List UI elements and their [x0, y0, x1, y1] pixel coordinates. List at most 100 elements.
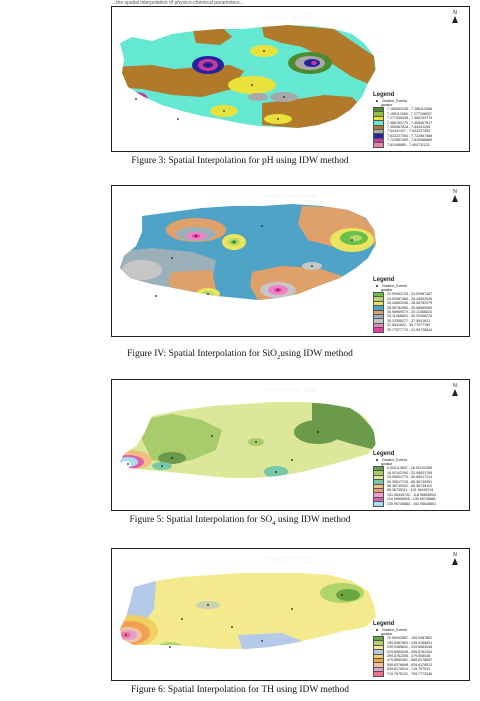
legend-swatch: [373, 327, 384, 333]
legend-class-label: 7.277036538 - 7.366763774: [387, 116, 433, 121]
north-arrow-icon: N: [451, 11, 459, 25]
legend-class-row: 719.7975131 - 799.7773346: [373, 671, 465, 677]
map-legend: Legend Gwalior_Events gwalior 0.00011453…: [373, 451, 465, 507]
ph-idw-map: [112, 7, 469, 151]
legend-points-label: Gwalior_Events: [382, 99, 408, 104]
figure-caption: Figure IV: Spatial Interpolation for SiO…: [0, 348, 480, 364]
legend-class-label: 479.8580481 - 559.8378697: [387, 658, 433, 663]
legend-title: Legend: [373, 451, 395, 458]
sio2-idw-map: [112, 186, 469, 336]
legend-field-label: gwalior: [381, 103, 393, 108]
legend-class-list: 79.95943987 - 159.9387662 159.9387663 - 2…: [373, 635, 465, 677]
north-letter: N: [453, 10, 457, 16]
legend-class-label: 135.95745882 - 152.95638851: [387, 501, 437, 506]
legend-points-entry: Gwalior_Events: [373, 458, 465, 462]
legend-class-label: 79.95943987 - 159.9387662: [387, 636, 433, 641]
map-panel-so4: Gwalior-SO4 IDW N Legend Gwalior_Events …: [111, 379, 470, 511]
legend-class-label: 7.722867469 - 7.810986889: [387, 138, 433, 143]
north-arrow-icon: N: [451, 553, 459, 567]
legend-title: Legend: [373, 621, 395, 628]
figure-caption: Figure 6: Spatial Interpolation for TH u…: [130, 685, 350, 695]
legend-class-list: 7.185263245 - 7.185113388 7.185113389 - 7…: [373, 106, 465, 148]
legend-class-label: 33.95831770 - 50.90617214: [387, 475, 433, 480]
legend-points-label: Gwalior_Events: [382, 628, 408, 633]
legend-field-label: gwalior: [381, 288, 393, 293]
north-letter: N: [453, 189, 457, 195]
map-legend: Legend Gwalior_Events gwalior 22.9936374…: [373, 277, 465, 333]
legend-class-label: 30.98969070 - 33.11066823: [387, 310, 432, 315]
legend-class-label: 33.11066824 - 35.33356276: [387, 314, 432, 319]
point-marker-icon: [376, 459, 378, 462]
legend-swatch: [373, 671, 384, 677]
figure-caption: Figure 5: Spatial Interpolation for SO4 …: [0, 514, 480, 530]
legend-class-label: 319.8984049 - 399.8782264: [387, 649, 433, 654]
caption-text-post: using IDW method: [280, 349, 353, 359]
north-letter: N: [453, 552, 457, 558]
legend-class-label: 7.54441207 - 7.633237353: [387, 129, 431, 134]
legend-class-label: 7.366763775 - 7.455467817: [387, 120, 433, 125]
map-title: Gwalior-pH IDW: [267, 15, 314, 21]
legend-class-label: 7.185263245 - 7.185113388: [387, 107, 432, 112]
legend-class-label: 39.77577770 - 41.99726544: [387, 327, 433, 332]
legend-class-label: 639.8176914 - 719.797513: [387, 667, 431, 672]
top-text-fragment: ...the spatial interpolation of physico-…: [112, 0, 244, 6]
north-arrow-icon: N: [451, 384, 459, 398]
caption-text-pre: Figure 5: Spatial Interpolation for SO: [129, 515, 273, 525]
legend-points-label: Gwalior_Events: [382, 284, 408, 289]
legend-field-label: gwalior: [381, 632, 393, 637]
map-panel-sio2: Gwalior-SiO2 IDW N Legend Gwalior_Events…: [111, 185, 470, 337]
caption-subscript: 2: [277, 353, 281, 361]
legend-class-label: 559.8378698 - 639.8176913: [387, 662, 433, 667]
north-letter: N: [453, 383, 457, 389]
legend-class-label: 239.9185832 - 319.8984048: [387, 645, 433, 650]
th-idw-map: [112, 549, 469, 680]
map-panel-ph: Gwalior-pH IDW N Legend Gwalior_Events g…: [111, 6, 470, 152]
north-arrow-icon: N: [451, 190, 459, 204]
figure-caption: Figure 3: Spatial Interpolation for pH u…: [131, 156, 349, 166]
point-marker-icon: [376, 100, 378, 103]
legend-class-label: 0.000114537 - 16.92102389: [387, 466, 432, 471]
legend-class-label: 719.7975131 - 799.7773346: [387, 671, 433, 676]
legend-class-label: 399.8782265 - 479.858048: [387, 654, 431, 659]
legend-class-label: 22.99363743 - 24.92987467: [387, 292, 433, 297]
caption-text-post: using IDW method: [275, 515, 351, 525]
legend-points-entry: Gwalior_Events: [373, 99, 465, 103]
caption-text-pre: Figure IV: Spatial Interpolation for SiO: [127, 349, 278, 359]
legend-swatch: [373, 501, 384, 507]
legend-class-row: 135.95745882 - 152.95638851: [373, 501, 465, 507]
map-title: Gwalior-TH IDW: [267, 557, 314, 563]
legend-class-row: 7.81098689 - 7.900711132: [373, 142, 465, 148]
legend-class-list: 0.000114537 - 16.92102389 16.92102390 - 3…: [373, 465, 465, 507]
legend-class-label: 24.92987468 - 26.44652045: [387, 296, 433, 301]
legend-class-label: 7.185113389 - 7.277036537: [387, 111, 432, 116]
point-marker-icon: [376, 285, 378, 288]
legend-class-list: 22.99363743 - 24.92987467 24.92987468 - 2…: [373, 291, 465, 333]
map-title: Gwalior-SO4 IDW: [265, 388, 316, 394]
map-legend: Legend Gwalior_Events gwalior 79.9594398…: [373, 621, 465, 677]
map-title: Gwalior-SiO2 IDW: [264, 194, 317, 200]
legend-class-label: 7.633237354 - 7.722867468: [387, 133, 433, 138]
legend-class-label: 68.36749252 - 85.36735110: [387, 484, 432, 489]
legend-title: Legend: [373, 277, 395, 284]
legend-class-label: 118.95806905 - 135.95745881: [387, 497, 436, 502]
map-panel-th: Gwalior-TH IDW N Legend Gwalior_Events g…: [111, 548, 470, 681]
map-legend: Legend Gwalior_Events gwalior 7.18526324…: [373, 92, 465, 148]
legend-points-label: Gwalior_Events: [382, 458, 408, 463]
legend-points-entry: Gwalior_Events: [373, 628, 465, 632]
so4-idw-map: [112, 380, 469, 510]
legend-class-label: 35.33356277 - 37.5541621: [387, 318, 431, 323]
legend-class-label: 159.9387663 - 239.9185831: [387, 640, 433, 645]
caption-subscript: 4: [272, 519, 276, 527]
legend-class-label: 50.90617215 - 68.36749251: [387, 479, 433, 484]
legend-field-label: gwalior: [381, 462, 393, 467]
legend-class-label: 26.44652046 - 28.56782979: [387, 301, 433, 306]
legend-class-label: 101.96445742 - 118.95806904: [387, 492, 436, 497]
legend-swatch: [373, 142, 384, 148]
legend-class-label: 37.5541622 - 39.77577769: [387, 323, 431, 328]
point-marker-icon: [376, 629, 378, 632]
legend-class-label: 7.455467818 - 7.54441206: [387, 125, 431, 130]
legend-title: Legend: [373, 92, 395, 99]
legend-class-label: 7.81098689 - 7.900711132: [387, 142, 430, 147]
legend-class-label: 85.36735111 - 101.96445741: [387, 488, 434, 493]
legend-class-label: 28.56782980 - 30.98969069: [387, 305, 433, 310]
